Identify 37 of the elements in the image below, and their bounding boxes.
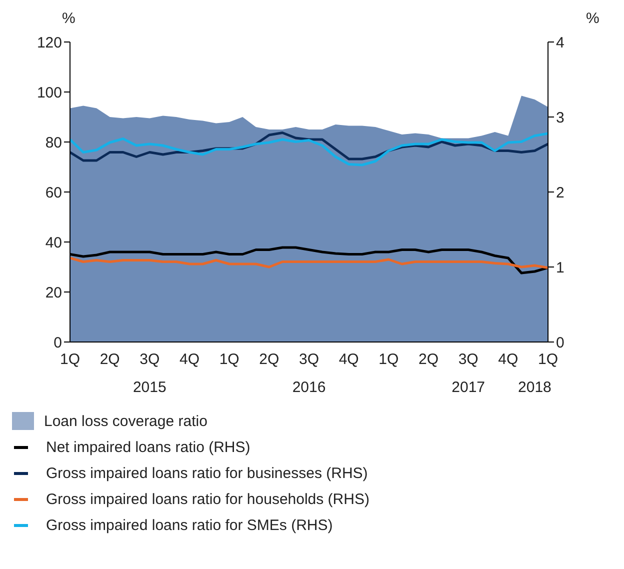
x-tick-label: 1Q: [219, 351, 240, 368]
legend-label: Gross impaired loans ratio for households (RHS): [46, 490, 370, 508]
text: 2016: [292, 379, 326, 396]
y2-tick-label: 4: [556, 34, 564, 52]
x-tick-label: 1Q: [538, 351, 558, 368]
x-tick-label: 4Q: [179, 351, 200, 368]
x-tick-label: 2Q: [100, 351, 120, 368]
x-tick-label: 1Q: [60, 351, 80, 368]
legend-label: Gross impaired loans ratio for businesses (RHS): [46, 464, 368, 482]
x-tick-label: 2Q: [418, 351, 439, 368]
y-tick-label: 120: [36, 34, 62, 52]
line-series: [70, 256, 548, 269]
text: 2015: [132, 379, 166, 396]
legend-label: Net impaired loans ratio (RHS): [46, 438, 250, 456]
y2-tick-label: 0: [556, 334, 564, 352]
y2-tick-label: 2: [556, 184, 564, 202]
x-tick-label: 3Q: [458, 351, 478, 368]
y-tick-label: 60: [45, 184, 62, 202]
y2-axis-title: %: [586, 10, 600, 27]
y2-tick-label: 3: [556, 109, 564, 126]
y-tick-label: 0: [54, 334, 62, 352]
legend-label: Loan loss coverage ratio: [44, 412, 208, 430]
text: 2018: [518, 379, 552, 396]
y-tick-label: 80: [45, 134, 62, 152]
x-tick-label: 1Q: [378, 351, 399, 368]
x-tick-label: 4Q: [338, 351, 359, 368]
y-tick-label: 100: [36, 84, 62, 102]
y-tick-label: 40: [45, 234, 62, 252]
x-tick-label: 3Q: [140, 351, 160, 368]
legend-label: Gross impaired loans ratio for SMEs (RHS): [46, 516, 333, 534]
text: 2017: [452, 379, 486, 396]
x-tick-label: 2Q: [259, 351, 280, 368]
x-tick-label: 3Q: [298, 351, 320, 368]
y2-tick-label: 1: [556, 259, 564, 276]
y-tick-label: 20: [45, 284, 62, 302]
y-axis-title: %: [62, 10, 76, 27]
x-tick-label: 4Q: [498, 351, 518, 368]
